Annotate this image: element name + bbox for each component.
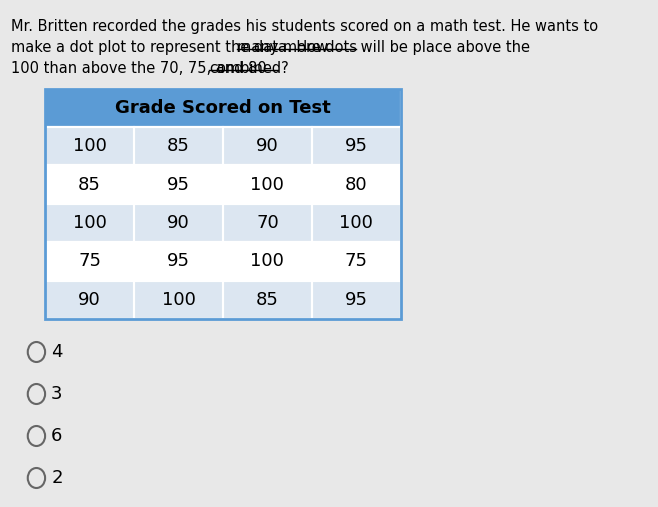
Text: 100: 100 [161, 291, 195, 309]
Text: 100: 100 [340, 214, 373, 232]
Text: 80: 80 [345, 175, 368, 194]
FancyBboxPatch shape [45, 127, 401, 165]
Text: 95: 95 [167, 252, 190, 270]
Text: 95: 95 [345, 137, 368, 155]
Text: Grade Scored on Test: Grade Scored on Test [115, 99, 331, 117]
Text: 85: 85 [256, 291, 279, 309]
Text: 100: 100 [72, 214, 107, 232]
Text: will be place above the: will be place above the [355, 40, 530, 55]
Text: 90: 90 [256, 137, 279, 155]
Text: 90: 90 [167, 214, 190, 232]
FancyBboxPatch shape [45, 89, 401, 127]
Text: Mr. Britten recorded the grades his students scored on a math test. He wants to: Mr. Britten recorded the grades his stud… [11, 19, 598, 34]
Text: 85: 85 [78, 175, 101, 194]
FancyBboxPatch shape [45, 204, 401, 242]
Text: 4: 4 [51, 343, 63, 361]
Text: 100: 100 [251, 252, 284, 270]
FancyBboxPatch shape [45, 165, 401, 204]
Text: make a dot plot to represent the data. How: make a dot plot to represent the data. H… [11, 40, 333, 55]
FancyBboxPatch shape [45, 242, 401, 280]
Text: 2: 2 [51, 469, 63, 487]
FancyBboxPatch shape [45, 280, 401, 319]
Text: 85: 85 [167, 137, 190, 155]
Text: 100: 100 [251, 175, 284, 194]
Text: many more dots: many more dots [237, 40, 357, 55]
Text: 100: 100 [72, 137, 107, 155]
Text: 90: 90 [78, 291, 101, 309]
Text: 3: 3 [51, 385, 63, 403]
Text: 95: 95 [167, 175, 190, 194]
Text: combined?: combined? [209, 61, 289, 76]
Text: 75: 75 [78, 252, 101, 270]
Text: 100 than above the 70, 75, and 80: 100 than above the 70, 75, and 80 [11, 61, 272, 76]
Text: 75: 75 [345, 252, 368, 270]
Text: 6: 6 [51, 427, 63, 445]
Text: 95: 95 [345, 291, 368, 309]
Text: 70: 70 [256, 214, 279, 232]
